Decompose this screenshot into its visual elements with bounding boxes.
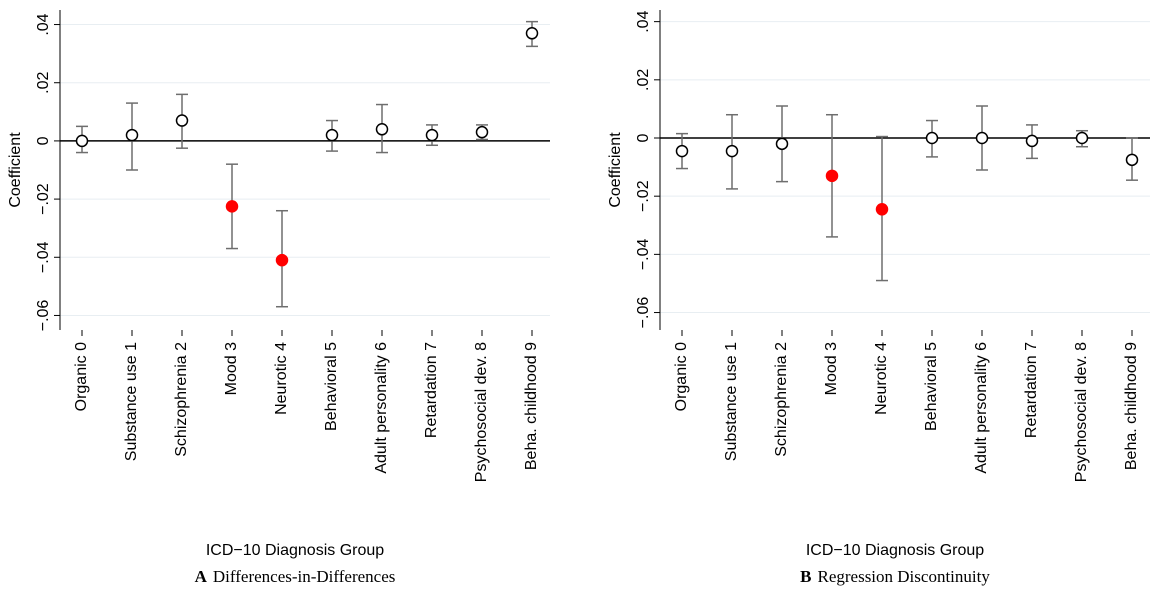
- y-tick-label: 0: [35, 136, 52, 145]
- point: [225, 200, 239, 213]
- caption-text: Differences-in-Differences: [213, 567, 396, 586]
- x-axis-title: ICD−10 Diagnosis Group: [806, 542, 984, 559]
- caption: B Regression Discontinuity: [800, 567, 990, 586]
- y-tick-label: −.04: [35, 241, 52, 273]
- point: [475, 125, 489, 139]
- x-tick-label: Beha. childhood 9: [523, 342, 540, 470]
- caption: A Differences-in-Differences: [195, 567, 396, 586]
- point: [775, 137, 789, 151]
- x-tick-label: Neurotic 4: [273, 342, 290, 415]
- x-tick-label: Substance use 1: [123, 342, 140, 461]
- point: [75, 134, 89, 148]
- x-tick-label: Mood 3: [823, 342, 840, 395]
- x-tick-label: Neurotic 4: [873, 342, 890, 415]
- x-tick-label: Organic 0: [673, 342, 690, 411]
- point: [825, 169, 839, 183]
- x-tick-label: Retardation 7: [423, 342, 440, 438]
- x-tick-label: Behavioral 5: [323, 342, 340, 431]
- y-tick-label: −.06: [35, 300, 52, 332]
- x-tick-label: Beha. childhood 9: [1123, 342, 1140, 470]
- point: [525, 27, 539, 40]
- x-tick-label: Retardation 7: [1023, 342, 1040, 438]
- point: [875, 203, 889, 216]
- point: [325, 128, 339, 142]
- x-axis-title: ICD−10 Diagnosis Group: [206, 542, 384, 559]
- x-tick-label: Organic 0: [73, 342, 90, 411]
- x-tick-label: Substance use 1: [723, 342, 740, 461]
- panel: −.06 −.04 −.02 0 .02 .04 Coefficient Organic 0 S…: [607, 10, 1150, 586]
- y-tick-label: .02: [635, 69, 652, 91]
- point: [725, 144, 739, 158]
- point: [1025, 134, 1039, 148]
- y-axis-title: Coefficient: [7, 132, 24, 208]
- x-tick-label: Psychosocial dev. 8: [1073, 342, 1090, 482]
- point: [375, 123, 389, 136]
- y-tick-label: −.02: [635, 180, 652, 212]
- y-tick-label: 0: [635, 133, 652, 142]
- y-tick-label: .02: [35, 72, 52, 94]
- point: [1125, 153, 1139, 167]
- point: [275, 253, 289, 267]
- y-tick-label: −.02: [35, 183, 52, 215]
- x-tick-label: Behavioral 5: [923, 342, 940, 431]
- y-tick-label: .04: [35, 13, 52, 35]
- x-tick-label: Psychosocial dev. 8: [473, 342, 490, 482]
- point: [1075, 131, 1089, 145]
- y-tick-label: .04: [635, 10, 652, 32]
- y-tick-label: −.06: [635, 297, 652, 329]
- caption-label: B: [800, 567, 811, 586]
- y-axis-title: Coefficient: [607, 132, 624, 208]
- x-tick-label: Adult personality 6: [973, 342, 990, 474]
- x-tick-label: Schizophrenia 2: [773, 342, 790, 457]
- y-tick-label: −.04: [635, 238, 652, 270]
- caption-label: A: [195, 567, 208, 586]
- x-tick-label: Mood 3: [223, 342, 240, 395]
- x-tick-label: Adult personality 6: [373, 342, 390, 474]
- point: [675, 144, 689, 158]
- point: [925, 131, 939, 145]
- panel: −.06 −.04 −.02 0 .02 .04 Coefficient Organic 0 S…: [7, 10, 550, 586]
- point: [175, 114, 189, 127]
- caption-text: Regression Discontinuity: [817, 567, 990, 586]
- point: [975, 131, 989, 145]
- point: [125, 128, 139, 142]
- point: [425, 128, 439, 142]
- x-tick-label: Schizophrenia 2: [173, 342, 190, 457]
